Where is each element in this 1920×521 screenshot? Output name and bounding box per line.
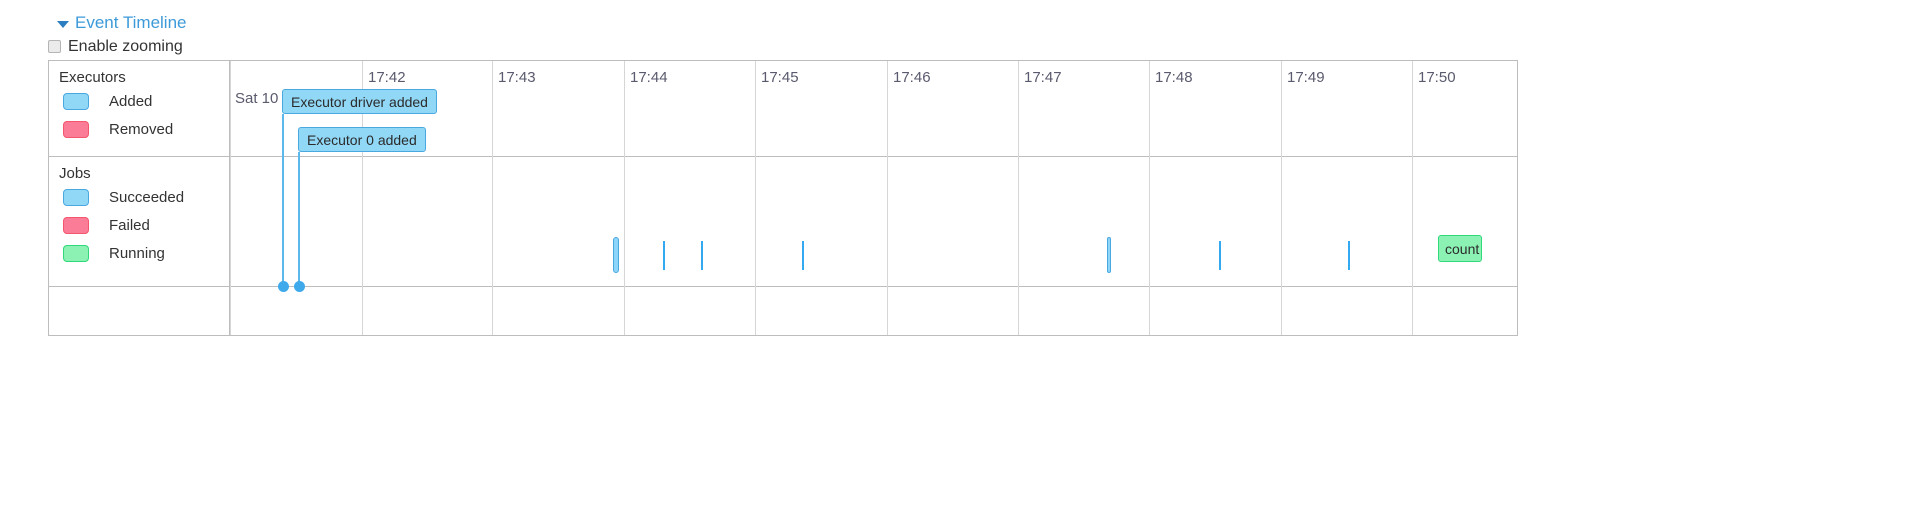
- axis-tick-label: 17:45: [761, 69, 799, 86]
- executor-event-dot[interactable]: [294, 281, 305, 292]
- legend-swatch-removed: [63, 120, 89, 138]
- job-marker[interactable]: [613, 237, 619, 273]
- job-marker[interactable]: [802, 241, 804, 270]
- job-marker[interactable]: [701, 241, 703, 270]
- gridline-1742: [362, 61, 363, 335]
- timeline-chart[interactable]: Executors Added Removed Jobs Succeeded: [48, 60, 1518, 336]
- gridline-origin: [230, 61, 231, 335]
- job-marker[interactable]: [1219, 241, 1221, 270]
- gridline-1749: [1281, 61, 1282, 335]
- page-title: Event Timeline: [75, 13, 187, 32]
- gridline-1743: [492, 61, 493, 335]
- enable-zooming-label[interactable]: Enable zooming: [68, 37, 183, 55]
- axis-tick-label: 17:47: [1024, 69, 1062, 86]
- executor-event-dot[interactable]: [278, 281, 289, 292]
- axis-tick-label: 17:42: [368, 69, 406, 86]
- legend-group-title-executors: Executors: [59, 69, 126, 86]
- event-timeline-toggle[interactable]: Event Timeline: [57, 12, 187, 34]
- legend-item-added[interactable]: Added: [49, 87, 229, 115]
- gridline-1745: [755, 61, 756, 335]
- timeline-band-executors: [230, 61, 1517, 157]
- legend-axis-spacer: [49, 287, 229, 335]
- legend-swatch-failed: [63, 216, 89, 234]
- legend-swatch-added: [63, 92, 89, 110]
- legend-label-failed: Failed: [109, 216, 150, 234]
- legend-item-removed[interactable]: Removed: [49, 115, 229, 143]
- job-event-pill[interactable]: count: [1438, 235, 1482, 262]
- legend-group-jobs: Jobs Succeeded Failed Running: [49, 157, 229, 287]
- job-marker[interactable]: [663, 241, 665, 270]
- legend-label-removed: Removed: [109, 120, 174, 138]
- legend-swatch-running: [63, 244, 89, 262]
- executor-event-pill[interactable]: Executor driver added: [282, 89, 437, 114]
- enable-zooming-control[interactable]: Enable zooming: [48, 35, 183, 57]
- axis-tick-label: 17:43: [498, 69, 536, 86]
- executor-event-stem: [298, 152, 300, 287]
- legend-item-failed[interactable]: Failed: [49, 211, 229, 239]
- executor-event-stem: [282, 114, 284, 287]
- axis-tick-label: 17:44: [630, 69, 668, 86]
- axis-tick-label: 17:49: [1287, 69, 1325, 86]
- executor-event-pill[interactable]: Executor 0 added: [298, 127, 426, 152]
- timeline-band-axis: [230, 287, 1517, 335]
- legend-label-succeeded: Succeeded: [109, 188, 185, 206]
- gridline-1748: [1149, 61, 1150, 335]
- gridline-1750: [1412, 61, 1413, 335]
- legend-group-title-jobs: Jobs: [59, 165, 91, 182]
- gridline-1746: [887, 61, 888, 335]
- legend-label-added: Added: [109, 92, 153, 110]
- legend-group-executors: Executors Added Removed: [49, 61, 229, 157]
- enable-zooming-checkbox[interactable]: [48, 39, 61, 53]
- gridline-1747: [1018, 61, 1019, 335]
- timeline-band-jobs: [230, 157, 1517, 287]
- legend-label-running: Running: [109, 244, 165, 262]
- timeline-legend-column: Executors Added Removed Jobs Succeeded: [49, 61, 230, 335]
- timeline-plot-area[interactable]: Executor driver added Executor 0 added co…: [230, 61, 1517, 335]
- job-marker[interactable]: [1107, 237, 1111, 273]
- legend-item-succeeded[interactable]: Succeeded: [49, 183, 229, 211]
- gridline-1744: [624, 61, 625, 335]
- axis-tick-label: 17:48: [1155, 69, 1193, 86]
- legend-swatch-succeeded: [63, 188, 89, 206]
- job-marker[interactable]: [1348, 241, 1350, 270]
- axis-tick-label: 17:50: [1418, 69, 1456, 86]
- legend-item-running[interactable]: Running: [49, 239, 229, 267]
- caret-down-icon: [57, 20, 69, 28]
- axis-tick-label: 17:46: [893, 69, 931, 86]
